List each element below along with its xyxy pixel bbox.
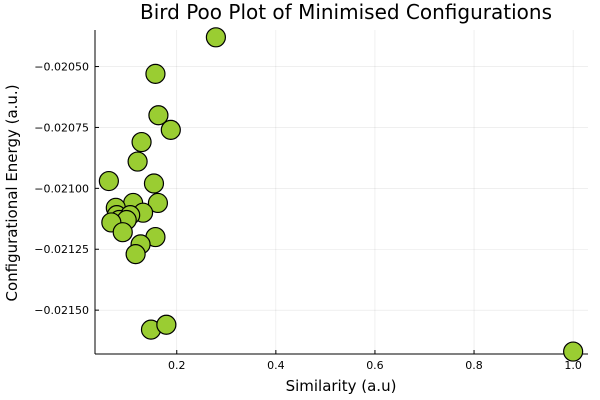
y-axis-label: Configurational Energy (a.u.) — [3, 84, 21, 301]
y-tick-label: −0.02125 — [34, 243, 89, 256]
grid — [95, 30, 588, 354]
data-points — [98, 27, 584, 362]
x-tick-label: 0.6 — [366, 359, 384, 372]
data-point — [205, 27, 226, 48]
axes — [94, 30, 588, 355]
x-axis-label: Similarity (a.u) — [286, 377, 397, 395]
data-point — [160, 119, 181, 140]
data-point — [112, 222, 133, 243]
data-point — [156, 314, 177, 335]
data-point — [127, 151, 148, 172]
data-point — [145, 63, 166, 84]
data-point — [131, 131, 152, 153]
y-tick-label: −0.02100 — [34, 182, 89, 195]
data-point — [148, 105, 169, 126]
y-tick-label: −0.02150 — [34, 304, 89, 317]
y-tick-label: −0.02075 — [34, 121, 89, 134]
y-tick-label: −0.02050 — [34, 61, 89, 74]
data-point — [147, 192, 169, 214]
x-tick-label: 0.4 — [267, 359, 285, 372]
data-point — [563, 341, 584, 362]
x-tick-label: 0.2 — [168, 359, 186, 372]
tick-labels: 0.2 0.4 0.6 0.8 1.0 −0.02050 −0.02075 −0.02100 −… — [34, 61, 582, 372]
data-point — [143, 173, 165, 194]
data-point — [98, 170, 119, 192]
chart-title: Bird Poo Plot of Minimised Configuration… — [140, 0, 552, 24]
data-point — [125, 244, 146, 265]
x-tick-label: 0.8 — [465, 359, 483, 372]
x-tick-label: 1.0 — [564, 359, 582, 372]
